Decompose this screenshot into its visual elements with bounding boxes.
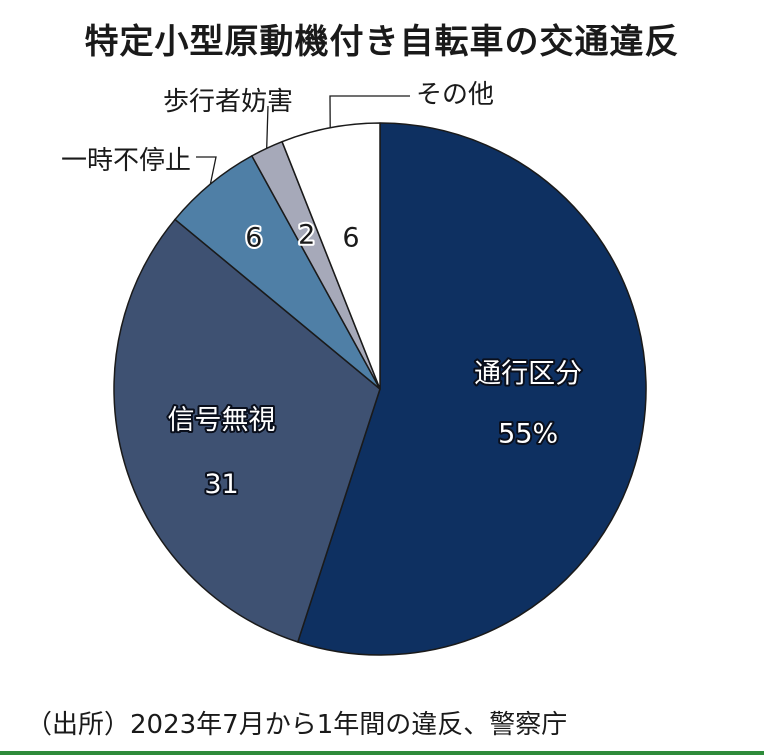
value-label-tsuukou-kubun: 55% [498,418,558,449]
value-label-ichiji-futeishi: 6 [245,222,262,253]
leader-line-sonota [329,95,410,128]
leader-line-ichiji-futeishi [196,156,217,185]
pie-slice-sonota [281,122,381,390]
value-label-hokousha-bougai: 2 [298,219,315,250]
pie-slice-shingou-mushi [113,218,381,643]
category-label-sonota: その他 [416,80,494,110]
category-label-hokousha-bougai: 歩行者妨害 [163,87,293,117]
category-label-tsuukou-kubun: 通行区分 [474,358,582,389]
category-label-shingou-mushi: 信号無視 [168,405,276,436]
source-note: （出所）2023年7月から1年間の違反、警察庁 [26,710,568,740]
accent-rule [0,751,764,755]
value-label-shingou-mushi: 31 [204,469,238,500]
pie-slice-tsuukou-kubun [297,122,647,656]
chart-title: 特定小型原動機付き自転車の交通違反 [84,22,680,62]
category-label-ichiji-futeishi: 一時不停止 [61,146,191,176]
leader-line-hokousha-bougai [266,105,269,149]
value-label-sonota: 6 [342,223,359,254]
